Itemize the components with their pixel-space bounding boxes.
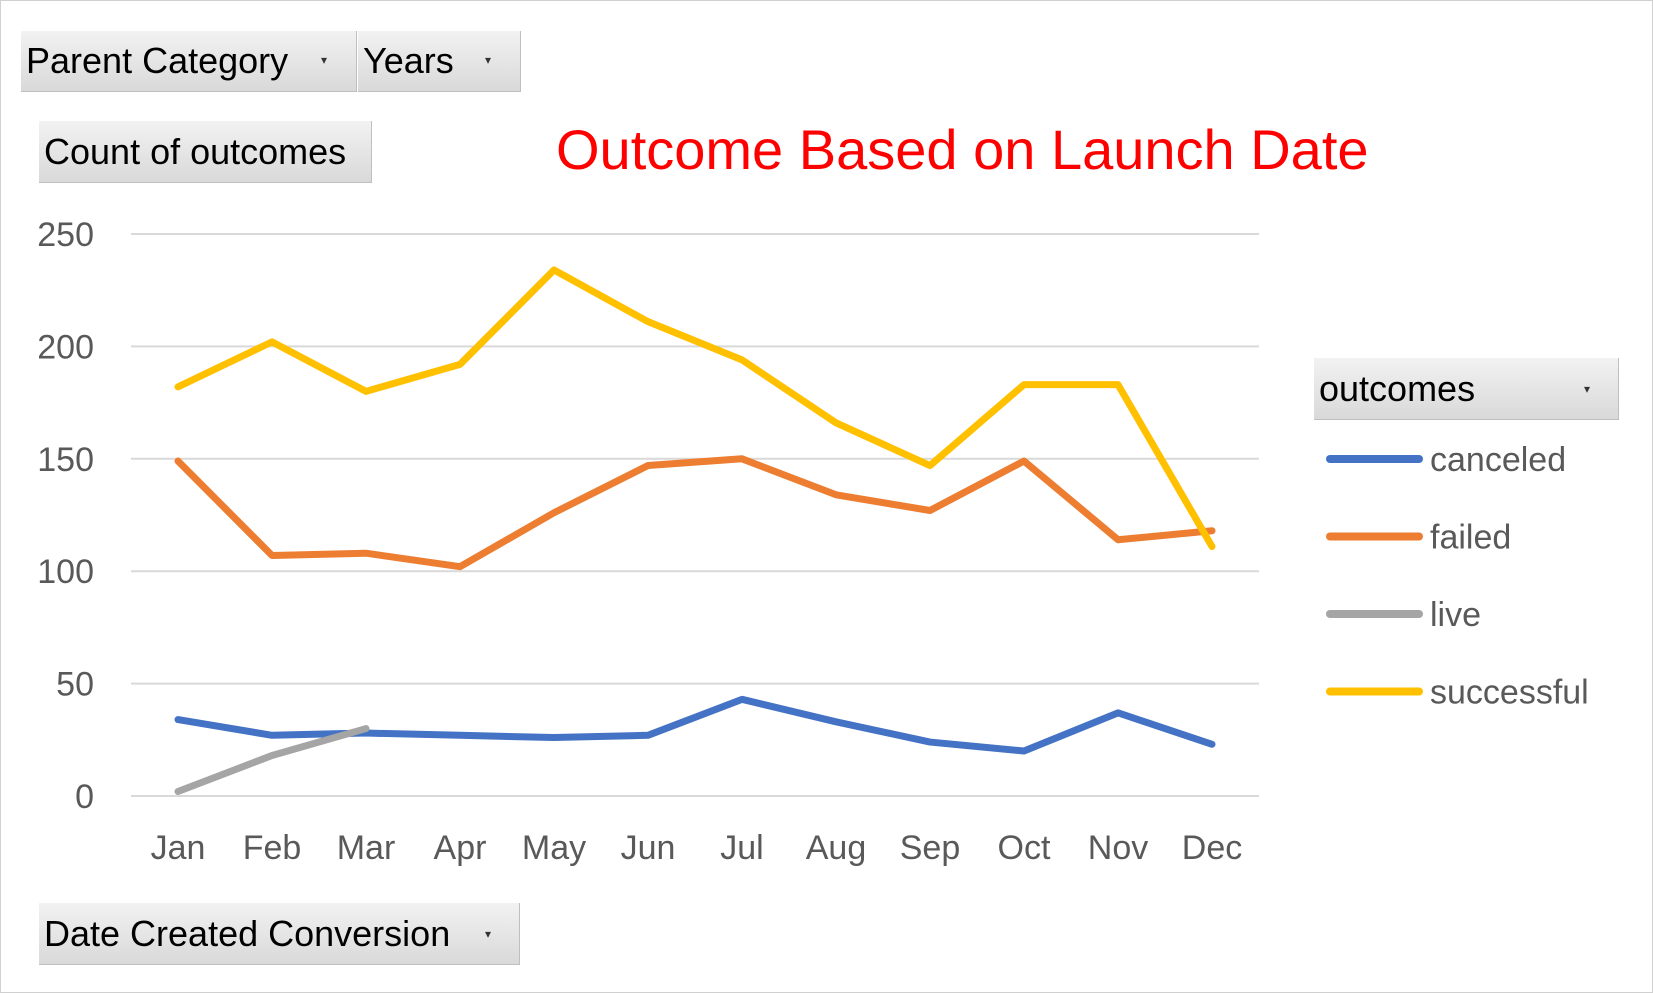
years-filter-button[interactable]: Years ▾ xyxy=(358,31,521,92)
series-line-failed xyxy=(174,455,1216,571)
years-label: Years xyxy=(363,40,454,81)
x-tick-label: Sep xyxy=(900,829,961,867)
legend-label-canceled: canceled xyxy=(1430,441,1566,479)
outcomes-label: outcomes xyxy=(1319,367,1476,409)
x-tick-label: Jul xyxy=(720,829,763,867)
chart-title: Outcome Based on Launch Date xyxy=(556,118,1369,181)
series-line-successful xyxy=(174,266,1216,550)
x-tick-label: Mar xyxy=(337,829,396,867)
x-tick-label: Aug xyxy=(806,829,867,867)
x-tick-label: Feb xyxy=(243,829,302,867)
y-tick-label: 250 xyxy=(37,216,94,254)
x-tick-label: Apr xyxy=(434,829,487,867)
x-tick-label: Oct xyxy=(998,829,1051,867)
legend-label-successful: successful xyxy=(1430,674,1589,712)
value-field-label: Count of outcomes xyxy=(44,130,347,172)
dropdown-arrow-icon[interactable]: ▾ xyxy=(1584,382,1591,396)
legend-label-live: live xyxy=(1430,596,1481,634)
y-tick-label: 0 xyxy=(75,778,94,816)
outcomes-legend-filter-button[interactable]: outcomes ▾ xyxy=(1314,358,1619,420)
legend-label-failed: failed xyxy=(1430,519,1511,557)
y-tick-label: 200 xyxy=(37,328,94,366)
value-field-button[interactable]: Count of outcomes xyxy=(39,121,372,183)
y-tick-label: 100 xyxy=(37,553,94,591)
dropdown-arrow-icon[interactable]: ▾ xyxy=(485,927,492,941)
dropdown-arrow-icon[interactable]: ▾ xyxy=(485,53,492,67)
x-tick-label: Dec xyxy=(1182,829,1242,867)
x-tick-label: Nov xyxy=(1088,829,1148,867)
parent-category-filter-button[interactable]: Parent Category ▾ xyxy=(21,31,357,92)
series-line-canceled xyxy=(174,695,1216,755)
axis-field-label: Date Created Conversion xyxy=(44,912,451,954)
y-tick-label: 150 xyxy=(37,441,94,479)
x-tick-label: Jan xyxy=(151,829,206,867)
parent-category-label: Parent Category xyxy=(26,40,289,81)
y-tick-label: 50 xyxy=(56,666,94,704)
dropdown-arrow-icon[interactable]: ▾ xyxy=(321,53,328,67)
axis-field-button[interactable]: Date Created Conversion ▾ xyxy=(39,903,520,965)
x-tick-label: Jun xyxy=(621,829,676,867)
x-tick-label: May xyxy=(522,829,586,867)
series-line-live xyxy=(174,725,370,796)
